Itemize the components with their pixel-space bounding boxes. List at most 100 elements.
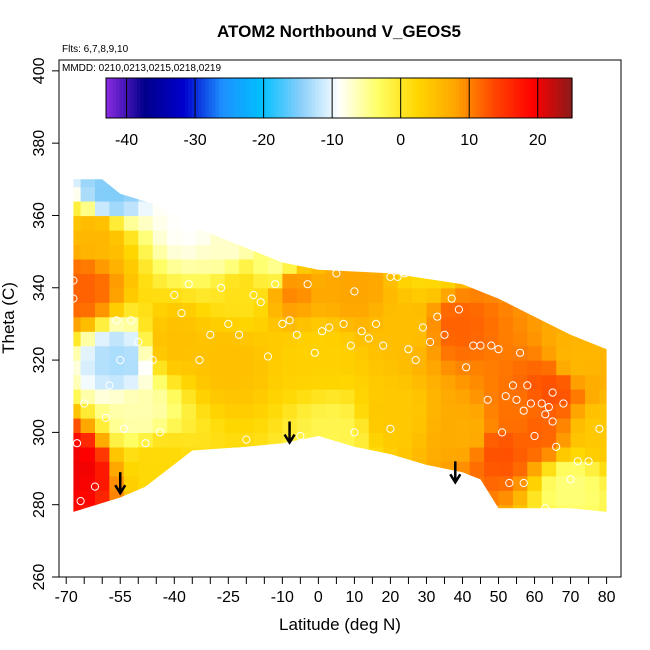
heatmap-cell bbox=[368, 475, 384, 491]
heatmap-cell bbox=[354, 287, 370, 303]
heatmap-cell bbox=[123, 258, 139, 274]
heatmap-cell bbox=[354, 374, 370, 390]
heatmap-cell bbox=[253, 461, 269, 477]
heatmap-cell bbox=[80, 186, 96, 202]
heatmap-cell bbox=[599, 461, 607, 477]
heatmap-cell bbox=[469, 258, 485, 274]
heatmap-cell bbox=[181, 179, 197, 188]
heatmap-cell bbox=[585, 302, 600, 318]
heatmap-cell bbox=[455, 331, 471, 347]
heatmap-cell bbox=[181, 229, 197, 245]
sample-point bbox=[573, 457, 582, 466]
heatmap-cell bbox=[383, 504, 399, 512]
heatmap-cell bbox=[195, 179, 211, 188]
heatmap-cell bbox=[254, 158, 269, 173]
heatmap-cell bbox=[123, 345, 139, 361]
colorbar-swatch bbox=[246, 78, 251, 118]
heatmap-cell bbox=[123, 179, 139, 188]
heatmap-cell bbox=[570, 389, 586, 405]
heatmap-cell bbox=[152, 287, 168, 303]
heatmap-cell bbox=[123, 432, 139, 448]
heatmap-cell bbox=[585, 316, 600, 332]
x-axis: -70 -55 -40 -25 -10 0 10 20 30 40 50 60 70 80 bbox=[55, 577, 616, 606]
heatmap-cell bbox=[484, 201, 500, 217]
heatmap-cell bbox=[412, 316, 428, 332]
heatmap-cell bbox=[556, 179, 572, 188]
heatmap-cell bbox=[541, 389, 557, 405]
heatmap-cell bbox=[224, 374, 240, 390]
heatmap-cell bbox=[296, 374, 312, 390]
heatmap-cell bbox=[181, 446, 197, 462]
heatmap-cell bbox=[455, 461, 471, 477]
heatmap-cell bbox=[296, 446, 312, 462]
heatmap-cell bbox=[81, 158, 96, 173]
heatmap-cell bbox=[73, 461, 82, 477]
sample-point bbox=[512, 395, 521, 404]
heatmap-cell bbox=[282, 490, 298, 506]
heatmap-cell bbox=[570, 229, 586, 245]
heatmap-cell bbox=[599, 273, 607, 289]
heatmap-cell bbox=[253, 331, 269, 347]
heatmap-cell bbox=[354, 490, 370, 506]
plot-frame bbox=[58, 59, 622, 578]
colorbar-swatch bbox=[198, 78, 203, 118]
x-tick-label: 60 bbox=[526, 589, 544, 606]
colorbar-swatch bbox=[232, 78, 237, 118]
heatmap-cell bbox=[512, 229, 528, 245]
sample-point bbox=[426, 337, 435, 347]
colorbar-swatch bbox=[133, 78, 138, 118]
colorbar-swatch bbox=[150, 78, 155, 118]
heatmap-cell bbox=[167, 490, 183, 506]
heatmap-cell bbox=[80, 360, 96, 376]
y-tick-label: 400 bbox=[31, 57, 48, 84]
heatmap-cell bbox=[541, 302, 557, 318]
heatmap-cell bbox=[95, 215, 110, 231]
heatmap-cell bbox=[210, 244, 226, 260]
heatmap-cell bbox=[512, 244, 528, 260]
y-tick-label: 260 bbox=[31, 564, 48, 591]
heatmap-cell bbox=[354, 201, 370, 217]
heatmap-cell bbox=[181, 287, 197, 303]
colorbar-swatch bbox=[315, 78, 319, 118]
heatmap-cell bbox=[585, 186, 600, 202]
colorbar-swatch bbox=[534, 78, 539, 118]
x-tick-label: 70 bbox=[562, 589, 580, 606]
heatmap-cell bbox=[73, 258, 82, 274]
heatmap-cell bbox=[455, 446, 471, 462]
heatmap-cell bbox=[354, 179, 370, 188]
colorbar-swatch bbox=[380, 78, 385, 118]
heatmap-cell bbox=[224, 215, 240, 231]
heatmap-cell bbox=[383, 302, 399, 318]
heatmap-cell bbox=[210, 417, 226, 433]
heatmap-cell bbox=[123, 273, 139, 289]
heatmap-cell bbox=[109, 446, 125, 462]
colorbar-swatch bbox=[294, 78, 299, 118]
sample-point bbox=[386, 424, 395, 433]
heatmap-cell bbox=[167, 331, 183, 347]
heatmap-cell bbox=[195, 389, 211, 405]
heatmap-cell bbox=[599, 389, 607, 405]
sample-point bbox=[447, 294, 456, 303]
heatmap-cell bbox=[541, 417, 557, 433]
heatmap-cell bbox=[541, 432, 557, 448]
heatmap-cell bbox=[599, 432, 607, 448]
heatmap-cell bbox=[80, 273, 96, 289]
colorbar-swatch bbox=[469, 78, 474, 118]
heatmap-cell bbox=[73, 446, 82, 462]
heatmap-cell bbox=[239, 201, 255, 217]
heatmap-cell bbox=[484, 475, 500, 491]
heatmap-cell bbox=[340, 446, 355, 462]
colorbar-swatch bbox=[249, 78, 254, 118]
heatmap-cell bbox=[66, 158, 81, 173]
heatmap-cell bbox=[354, 273, 370, 289]
x-tick-label: -70 bbox=[55, 589, 78, 606]
heatmap-cell bbox=[484, 504, 500, 512]
heatmap-cell bbox=[498, 186, 514, 202]
heatmap-cell bbox=[296, 389, 312, 405]
colorbar-swatch bbox=[225, 78, 230, 118]
heatmap-cell bbox=[311, 360, 327, 376]
colorbar-swatch bbox=[568, 78, 573, 118]
sample-point bbox=[544, 403, 554, 412]
heatmap-cell bbox=[282, 229, 298, 245]
colorbar-swatch bbox=[270, 78, 275, 118]
